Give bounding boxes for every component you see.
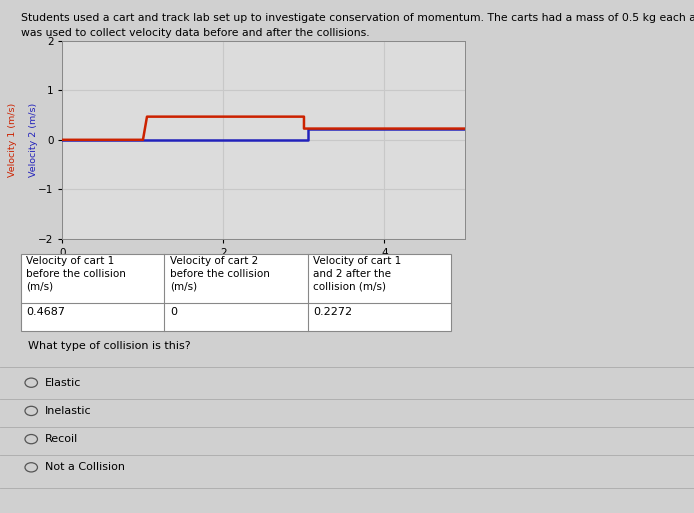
Text: What type of collision is this?: What type of collision is this? <box>28 341 190 351</box>
Text: 0.4687: 0.4687 <box>26 307 65 317</box>
Text: Elastic: Elastic <box>45 378 81 388</box>
Text: Velocity of cart 1
before the collision
(m/s): Velocity of cart 1 before the collision … <box>26 256 126 291</box>
Text: was used to collect velocity data before and after the collisions.: was used to collect velocity data before… <box>21 28 369 38</box>
Text: Velocity 2 (m/s): Velocity 2 (m/s) <box>29 103 37 176</box>
Text: Inelastic: Inelastic <box>45 406 92 416</box>
Text: 0.2272: 0.2272 <box>313 307 353 317</box>
Text: 0: 0 <box>170 307 177 317</box>
Text: Students used a cart and track lab set up to investigate conservation of momentu: Students used a cart and track lab set u… <box>21 13 694 23</box>
Text: Velocity 1 (m/s): Velocity 1 (m/s) <box>8 103 17 176</box>
Text: Not a Collision: Not a Collision <box>45 462 125 472</box>
Text: Recoil: Recoil <box>45 434 78 444</box>
X-axis label: Time (s): Time (s) <box>243 262 285 272</box>
Text: Velocity of cart 2
before the collision
(m/s): Velocity of cart 2 before the collision … <box>170 256 270 291</box>
Text: Velocity of cart 1
and 2 after the
collision (m/s): Velocity of cart 1 and 2 after the colli… <box>313 256 401 291</box>
